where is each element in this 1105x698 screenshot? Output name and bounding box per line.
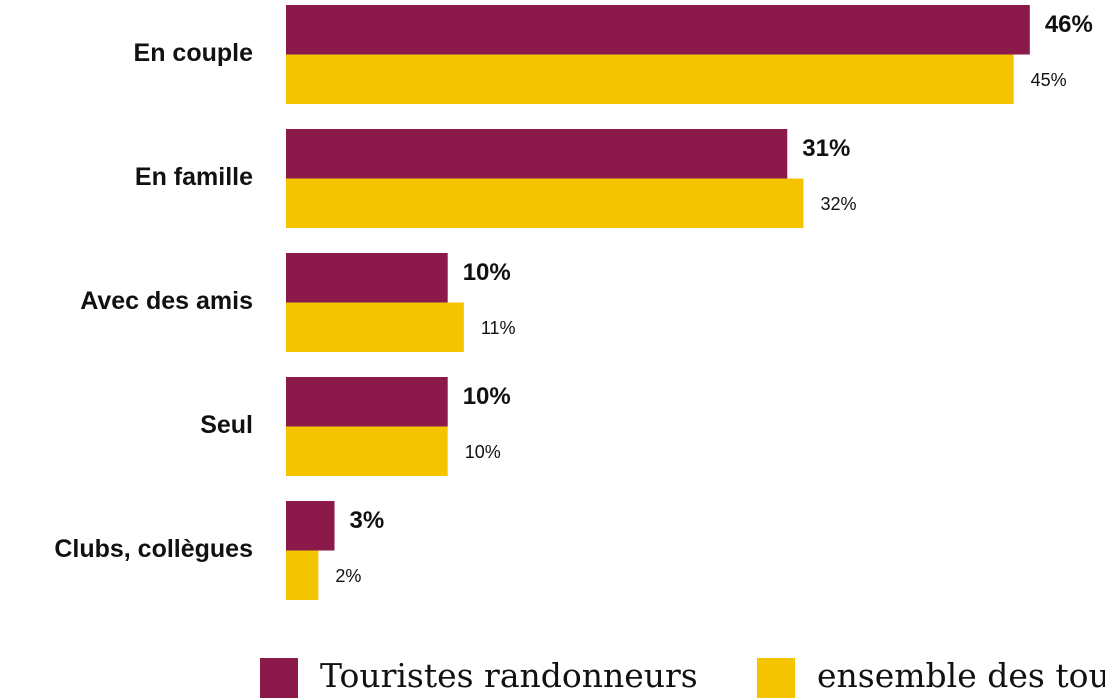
- category-label: Seul: [200, 411, 253, 439]
- bar: [286, 253, 448, 303]
- value-label: 32%: [820, 194, 856, 214]
- category-label: Avec des amis: [80, 287, 253, 315]
- value-label: 10%: [463, 383, 511, 410]
- bar: [286, 550, 319, 600]
- value-label: 11%: [481, 318, 516, 338]
- bar: [286, 426, 448, 476]
- bar: [286, 5, 1030, 55]
- value-label: 46%: [1045, 11, 1093, 38]
- bar: [286, 302, 464, 352]
- value-label: 2%: [335, 566, 361, 586]
- value-label: 45%: [1031, 70, 1067, 90]
- bar: [286, 377, 448, 427]
- value-label: 31%: [802, 135, 850, 162]
- category-label: En couple: [134, 39, 254, 67]
- value-label: 3%: [350, 507, 385, 534]
- category-label: Clubs, collègues: [54, 535, 253, 563]
- value-label: 10%: [463, 259, 511, 286]
- legend-swatch: [260, 658, 298, 698]
- bar: [286, 129, 788, 179]
- bar: [286, 54, 1014, 104]
- value-label: 10%: [465, 442, 501, 462]
- legend-label: Touristes randonneurs: [320, 656, 698, 695]
- legend-label: ensemble des touristes: [817, 656, 1105, 695]
- legend-swatch: [757, 658, 795, 698]
- category-label: En famille: [135, 163, 253, 191]
- bar: [286, 178, 804, 228]
- bar: [286, 501, 335, 551]
